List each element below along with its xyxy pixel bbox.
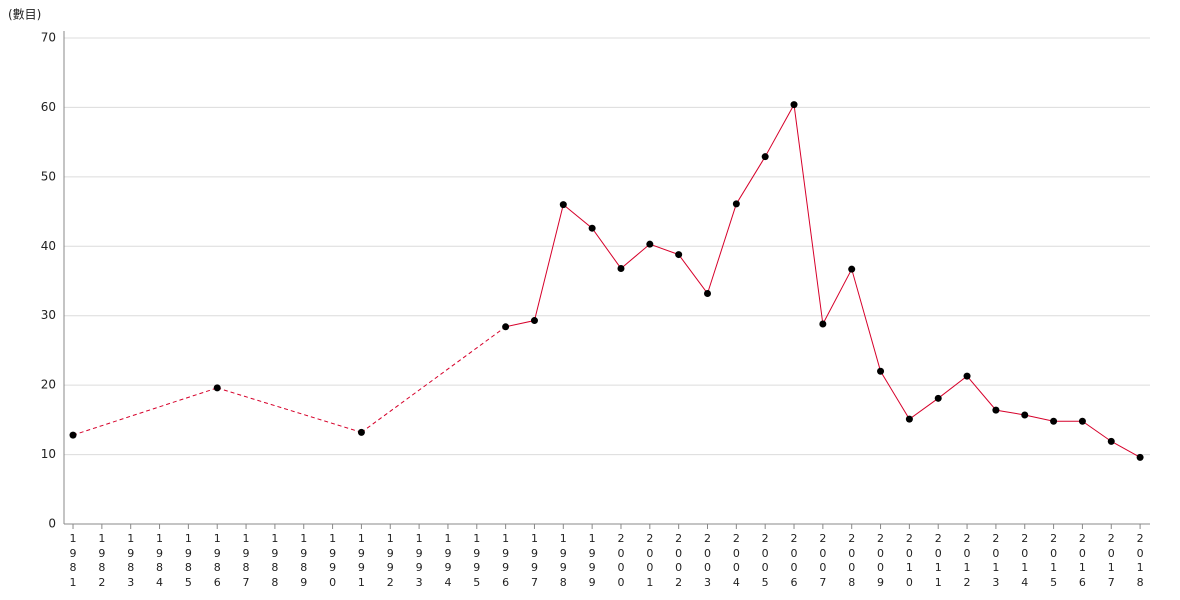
x-tick-label: 1986 (213, 532, 221, 589)
point (963, 372, 971, 380)
x-tick-label: 1987 (242, 532, 250, 589)
point (1050, 417, 1058, 425)
x-tick-label: 1983 (127, 532, 135, 589)
point (675, 251, 683, 259)
x-tick-label: 1990 (329, 532, 337, 589)
point (559, 201, 567, 209)
x-tick-label: 2006 (790, 532, 798, 589)
x-tick-label: 1997 (530, 532, 538, 589)
point (213, 384, 221, 392)
x-tick-label: 2017 (1107, 532, 1115, 589)
y-tick-label: 0 (48, 517, 56, 531)
y-tick-label: 70 (41, 30, 56, 44)
x-tick-label: 2004 (732, 532, 740, 589)
x-tick-label: 2010 (905, 532, 913, 589)
x-tick-label: 1988 (271, 532, 279, 589)
x-tick-label: 2003 (704, 532, 711, 589)
x-tick-label: 1991 (357, 532, 365, 589)
y-tick-label: 40 (41, 239, 56, 253)
x-tick-label: 1981 (69, 532, 77, 589)
x-tick-label: 2008 (848, 532, 856, 589)
x-tick-label: 2012 (963, 532, 971, 589)
x-tick-label: 1993 (415, 532, 423, 589)
point (848, 265, 856, 273)
x-tick-label: 2009 (877, 532, 885, 589)
line (505, 103, 1141, 458)
x-tick-label: 1994 (444, 532, 452, 589)
point (732, 200, 740, 208)
point (819, 320, 827, 328)
point (761, 153, 769, 161)
point (588, 224, 596, 232)
y-tick-label: 20 (41, 378, 56, 392)
x-tick-label: 1985 (184, 532, 192, 589)
point (790, 101, 798, 109)
x-tick-label: 2011 (934, 532, 942, 589)
y-tick-label: 10 (41, 447, 56, 461)
y-tick-label: 50 (41, 169, 56, 183)
x-tick-label: 2001 (646, 532, 654, 589)
x-tick-label: 2005 (761, 532, 769, 589)
point (1107, 437, 1115, 445)
point (1136, 453, 1144, 461)
x-tick-label: 1992 (386, 532, 394, 589)
x-tick-label: 1989 (300, 532, 308, 589)
x-tick-label: 1995 (473, 532, 481, 589)
x-tick-label: 1982 (98, 532, 106, 589)
x-tick-label: 2015 (1050, 532, 1058, 589)
x-tick-label: 2014 (1021, 532, 1029, 589)
point (1021, 411, 1029, 419)
x-tick-label: 2007 (819, 532, 827, 589)
x-tick-label: 2016 (1078, 532, 1086, 589)
point (646, 240, 654, 248)
point (1078, 417, 1086, 425)
x-tick-label: 1996 (502, 532, 510, 589)
x-tick-label: 2002 (675, 532, 683, 589)
point (877, 367, 885, 375)
gap-connector (361, 326, 506, 433)
y-tick-label: 60 (41, 100, 56, 114)
point (992, 406, 1000, 414)
y-tick-label: 30 (41, 308, 56, 322)
point (357, 428, 365, 436)
x-tick-label: 1999 (588, 532, 596, 589)
point (530, 317, 538, 325)
point (934, 394, 942, 402)
gap-connector (72, 387, 218, 436)
point (617, 264, 625, 272)
x-tick-label: 2000 (617, 532, 625, 589)
x-tick-label: 1984 (156, 532, 164, 589)
point (69, 431, 77, 439)
point (905, 415, 913, 423)
x-tick-label: 2013 (992, 532, 1000, 589)
gap-connector (217, 387, 362, 433)
x-tick-label: 1998 (559, 532, 567, 589)
point (502, 323, 510, 331)
x-tick-label: 2018 (1136, 532, 1144, 589)
y-axis-label: (數目) (8, 8, 41, 22)
point (704, 289, 711, 297)
